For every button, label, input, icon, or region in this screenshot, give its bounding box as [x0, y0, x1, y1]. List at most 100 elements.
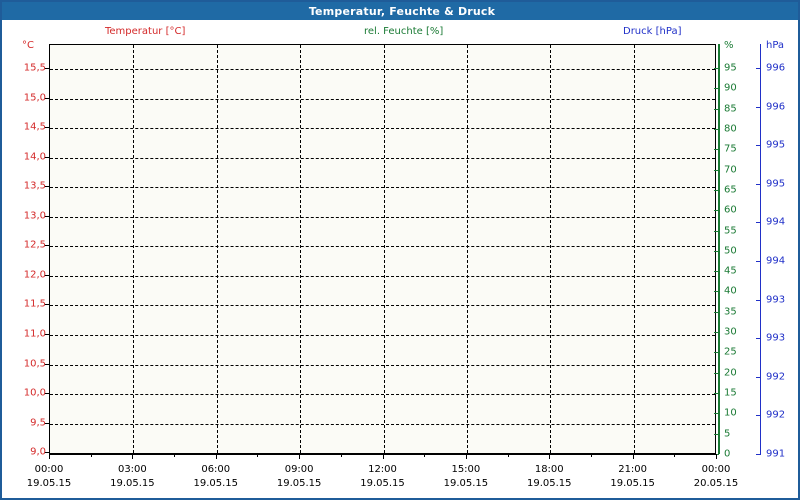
gridline-horizontal — [50, 157, 715, 159]
temperature-tick-mark — [45, 186, 49, 188]
temperature-tick-mark — [45, 393, 49, 395]
humidity-tick-mark — [714, 189, 719, 191]
temperature-tick-label: 14,5 — [23, 121, 46, 133]
time-tick-label-date: 19.05.15 — [276, 478, 322, 489]
legend-item-humidity: rel. Feuchte [%] — [364, 26, 443, 37]
gridline-vertical — [550, 45, 552, 453]
time-tick-label-time: 06:00 — [201, 464, 231, 475]
time-tick-mark — [132, 454, 134, 459]
temperature-tick-mark — [45, 156, 49, 158]
time-tick-minor — [90, 454, 92, 457]
plot-area[interactable] — [49, 44, 716, 454]
legend-label-temperature: Temperatur [°C] — [105, 26, 186, 37]
humidity-tick-mark — [714, 68, 719, 69]
gridline-vertical — [633, 45, 635, 453]
humidity-tick-mark — [714, 433, 719, 435]
temperature-tick-mark — [45, 97, 49, 99]
humidity-tick-mark — [714, 291, 719, 293]
temperature-tick-mark — [45, 127, 49, 129]
legend-item-temperature: Temperatur [°C] — [105, 26, 185, 37]
temperature-tick-mark — [45, 304, 49, 306]
time-tick-label-time: 12:00 — [368, 464, 397, 475]
time-tick-label-date: 20.05.15 — [693, 478, 739, 489]
pressure-tick-label: 993 — [766, 294, 786, 306]
page-title: Temperatur, Feuchte & Druck — [308, 4, 496, 18]
time-tick-label-time: 18:00 — [534, 464, 564, 475]
temperature-tick-mark — [45, 452, 49, 454]
gridline-horizontal — [50, 334, 715, 336]
humidity-tick-mark — [714, 352, 719, 354]
temperature-tick-label: 11,5 — [23, 298, 46, 310]
pressure-tick-label: 992 — [766, 371, 786, 383]
pressure-tick-mark — [756, 106, 761, 108]
humidity-tick-label: 20 — [724, 367, 737, 379]
time-tick-label-date: 19.05.15 — [360, 478, 405, 489]
humidity-tick-mark — [714, 250, 719, 252]
time-tick-label-time: 09:00 — [284, 464, 314, 475]
pressure-tick-mark — [756, 222, 761, 224]
humidity-tick-label: 45 — [724, 265, 737, 277]
temperature-tick-label: 12,5 — [23, 239, 46, 251]
temperature-tick-mark — [45, 215, 49, 217]
humidity-tick-label: 95 — [724, 62, 737, 74]
pressure-tick-mark — [756, 299, 761, 301]
time-tick-mark — [465, 454, 467, 459]
temperature-tick-label: 12,0 — [23, 269, 46, 281]
humidity-tick-label: 90 — [724, 82, 737, 94]
time-tick-label-time: 15:00 — [451, 464, 481, 475]
humidity-tick-label: 65 — [724, 184, 737, 196]
time-tick-label-date: 19.05.15 — [26, 478, 72, 489]
temperature-tick-label: 13,0 — [23, 210, 46, 222]
humidity-tick-label: 70 — [724, 164, 737, 176]
time-tick-mark — [49, 454, 50, 459]
temperature-axis-unit: °C — [22, 40, 34, 51]
humidity-tick-label: 25 — [724, 346, 737, 358]
time-tick-minor — [174, 454, 176, 457]
pressure-tick-mark — [756, 68, 761, 69]
pressure-tick-mark — [756, 183, 761, 185]
humidity-tick-label: 35 — [724, 306, 737, 318]
temperature-tick-label: 9,5 — [30, 417, 46, 429]
gridline-vertical — [383, 45, 385, 453]
temperature-tick-label: 15,0 — [23, 92, 46, 104]
gridline-vertical — [466, 45, 468, 453]
temperature-tick-mark — [45, 245, 49, 247]
temperature-tick-mark — [45, 333, 49, 335]
humidity-tick-mark — [714, 311, 719, 313]
time-tick-mark — [716, 454, 717, 459]
humidity-tick-label: 30 — [724, 326, 737, 338]
gridline-horizontal — [50, 216, 715, 218]
pressure-tick-label: 994 — [766, 255, 786, 267]
humidity-tick-label: 85 — [724, 103, 737, 115]
gridline-horizontal — [50, 394, 715, 396]
humidity-tick-mark — [714, 128, 719, 130]
humidity-tick-label: 15 — [724, 387, 737, 399]
gridline-horizontal — [50, 305, 715, 307]
humidity-tick-mark — [714, 210, 719, 212]
temperature-tick-mark — [45, 422, 49, 424]
time-tick-minor — [340, 454, 342, 457]
humidity-tick-mark — [714, 332, 719, 334]
humidity-tick-mark — [714, 271, 719, 273]
pressure-tick-label: 995 — [766, 178, 786, 190]
temperature-tick-label: 14,0 — [23, 151, 46, 163]
pressure-tick-mark — [756, 454, 761, 455]
temperature-tick-label: 9,0 — [30, 446, 46, 458]
pressure-axis-line — [760, 44, 761, 454]
humidity-tick-mark — [714, 413, 719, 415]
humidity-tick-mark — [714, 108, 719, 110]
time-tick-label-time: 03:00 — [117, 464, 147, 475]
humidity-tick-mark — [714, 169, 719, 171]
time-tick-mark — [299, 454, 301, 459]
humidity-tick-label: 5 — [724, 428, 731, 440]
humidity-axis-line — [718, 44, 720, 454]
gridline-vertical — [133, 45, 135, 453]
time-tick-label-date: 19.05.15 — [526, 478, 572, 489]
legend-item-pressure: Druck [hPa] — [623, 26, 681, 37]
gridline-horizontal — [50, 246, 715, 248]
pressure-tick-label: 994 — [766, 216, 786, 228]
pressure-tick-label: 996 — [766, 62, 786, 74]
humidity-tick-mark — [714, 372, 719, 374]
pressure-tick-label: 992 — [766, 409, 786, 421]
temperature-axis: 15,5 15,0 14,5 14,0 13,5 13,0 12,5 12,0 11,5 11,0… — [2, 2, 49, 498]
